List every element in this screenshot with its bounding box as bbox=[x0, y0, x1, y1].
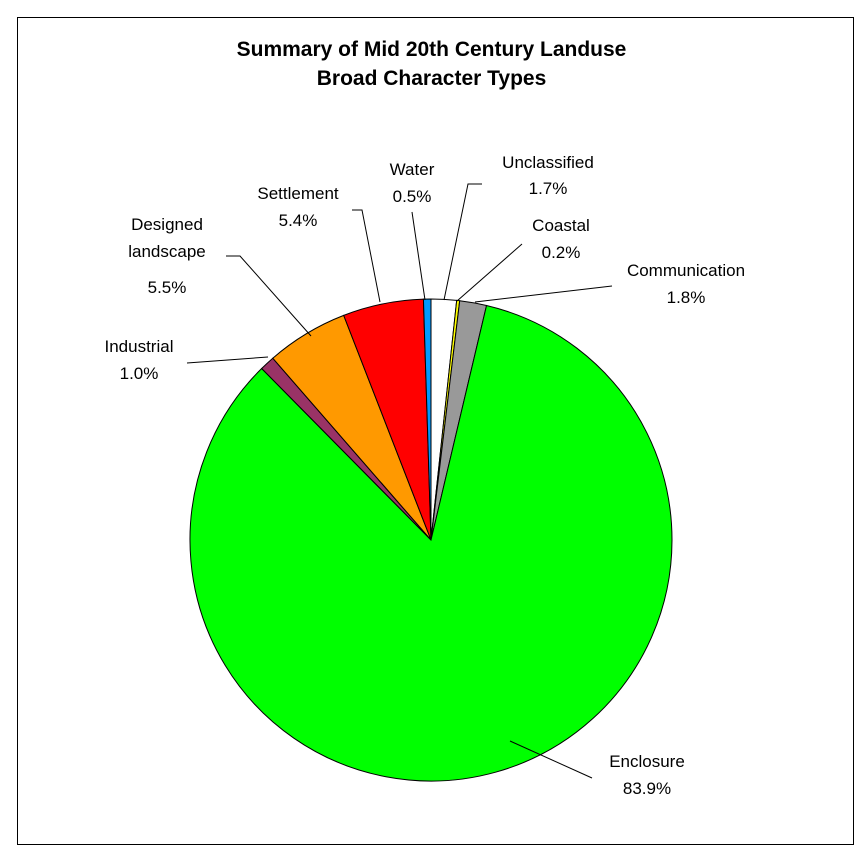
pie-slice-water bbox=[422, 298, 432, 541]
slice-value-water: 0.5% bbox=[393, 187, 432, 206]
slice-label-enclosure: Enclosure bbox=[609, 752, 685, 771]
slice-label-coastal: Coastal bbox=[532, 216, 590, 235]
leader-line-communication bbox=[474, 285, 613, 303]
slice-label-designed-landscape: Designed bbox=[131, 215, 203, 234]
pie-slices bbox=[189, 298, 673, 782]
slice-value-industrial: 1.0% bbox=[120, 364, 159, 383]
leader-line-enclosure bbox=[509, 740, 593, 779]
chart-title: Summary of Mid 20th Century Landuse Broa… bbox=[0, 35, 863, 93]
leader-line-industrial bbox=[186, 356, 269, 364]
slice-value-communication: 1.8% bbox=[667, 288, 706, 307]
slice-label-communication: Communication bbox=[627, 261, 745, 280]
leader-lines bbox=[186, 183, 613, 779]
leader-line-coastal bbox=[456, 243, 523, 302]
slice-value-designed-landscape: 5.5% bbox=[148, 278, 187, 297]
chart-title-line-2: Broad Character Types bbox=[316, 67, 547, 90]
pie-slice-enclosure bbox=[189, 304, 673, 782]
slice-label-industrial: Industrial bbox=[105, 337, 174, 356]
chart-title-line-1: Summary of Mid 20th Century Landuse bbox=[236, 38, 627, 61]
slice-label-water: Water bbox=[390, 160, 435, 179]
slice-value-settlement: 5.4% bbox=[279, 211, 318, 230]
leader-line-water bbox=[411, 211, 426, 301]
slice-label-unclassified: Unclassified bbox=[502, 153, 594, 172]
slice-label-settlement: Settlement bbox=[257, 184, 339, 203]
slice-value-unclassified: 1.7% bbox=[529, 179, 568, 198]
slice-value-enclosure: 83.9% bbox=[623, 779, 671, 798]
leader-line-settlement bbox=[352, 209, 381, 303]
leader-line-unclassified bbox=[443, 183, 482, 301]
slice-labels: Unclassified 1.7% Coastal 0.2% Communication… bbox=[105, 153, 746, 798]
leader-line-designed-landscape bbox=[226, 255, 312, 337]
slice-label-designed-landscape: landscape bbox=[128, 242, 206, 261]
slice-value-coastal: 0.2% bbox=[542, 243, 581, 262]
